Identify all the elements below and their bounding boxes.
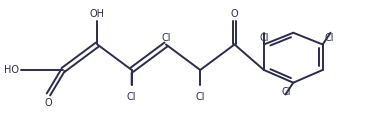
Text: Cl: Cl: [161, 33, 171, 43]
Text: Cl: Cl: [196, 92, 205, 101]
Text: OH: OH: [90, 9, 105, 19]
Text: O: O: [45, 98, 52, 108]
Text: Cl: Cl: [325, 33, 334, 43]
Text: Cl: Cl: [282, 87, 291, 97]
Text: Cl: Cl: [259, 33, 269, 43]
Text: O: O: [231, 9, 238, 19]
Text: Cl: Cl: [127, 92, 137, 101]
Text: HO: HO: [4, 65, 19, 75]
